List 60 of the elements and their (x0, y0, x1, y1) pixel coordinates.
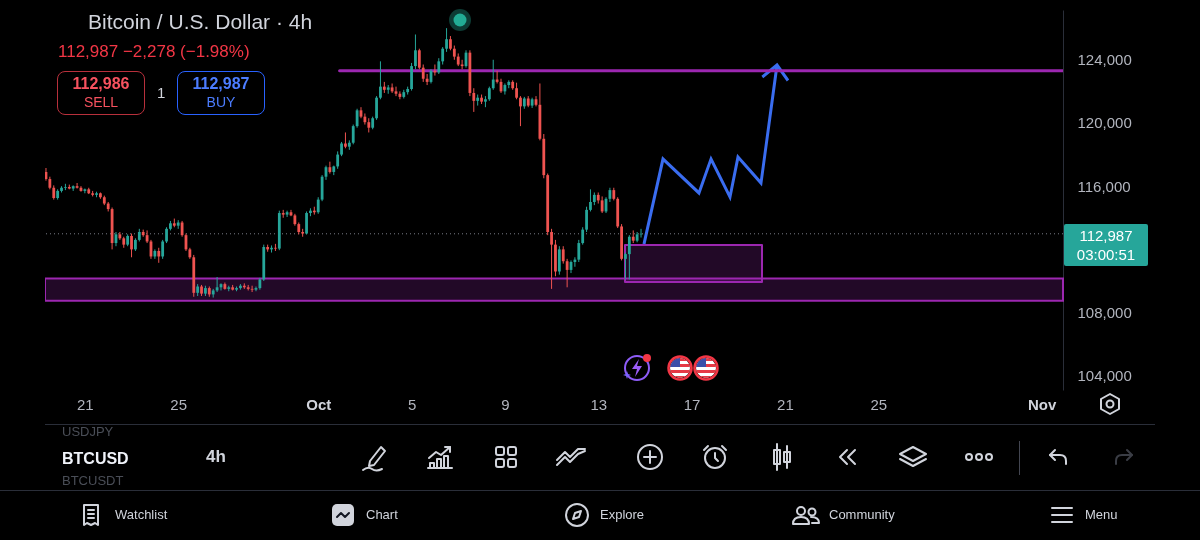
text: BTCUSD (62, 449, 129, 469)
x-tick-label: Oct (306, 395, 332, 413)
text: 4h (206, 446, 226, 468)
chart-title: Bitcoin / U.S. Dollar · 4h (88, 9, 313, 35)
candlestick (410, 62, 413, 92)
candlestick (161, 239, 165, 260)
candlestick (445, 27, 448, 53)
annotation: 1 (157, 84, 166, 102)
x-tick-label: 21 (77, 395, 94, 413)
candlestick (118, 231, 122, 241)
candlestick (624, 252, 627, 280)
candlestick (557, 245, 561, 276)
ref-line-label: 112,987 03:00:51 (1064, 223, 1148, 266)
candlestick (130, 233, 133, 258)
x-tick-label: 9 (501, 395, 510, 413)
x-tick-label: 17 (683, 395, 701, 413)
x-tick-label: Nov (1027, 395, 1057, 413)
candlestick (491, 59, 495, 91)
text: Watchlist (115, 507, 168, 523)
candlestick (75, 182, 79, 190)
text: Chart (366, 507, 398, 523)
y-tick-label: 116,000 (1077, 177, 1131, 195)
candlestick (375, 95, 378, 121)
x-tick-label: 13 (590, 395, 608, 413)
candlestick (503, 82, 507, 96)
text: Community (829, 507, 895, 523)
candlestick (414, 33, 417, 70)
x-tick-label: 5 (407, 395, 417, 413)
text: USDJPY (62, 424, 114, 440)
candlestick (379, 60, 382, 100)
text: Menu (1085, 507, 1118, 523)
annotation: SELL (82, 93, 120, 111)
y-tick-label: 124,000 (1077, 51, 1132, 69)
y-tick-label: 104,000 (1077, 367, 1132, 385)
text: 112,987 −2,278 (−1.98%) (58, 41, 250, 63)
candlestick (153, 248, 157, 260)
x-tick-label: 25 (170, 395, 188, 413)
x-tick-label: 21 (777, 395, 794, 413)
candlestick (285, 210, 289, 218)
candlestick (577, 239, 581, 263)
candlestick (589, 188, 592, 212)
buy-button: 112,987 BUY (177, 71, 265, 115)
candlestick (390, 82, 394, 94)
candlestick (627, 234, 631, 280)
candlestick (585, 206, 588, 233)
annotation: 112,986 (71, 74, 131, 93)
candlestick (550, 228, 553, 290)
text: BTCUSDT (62, 473, 124, 489)
candlestick (417, 48, 421, 70)
candlestick (398, 90, 402, 100)
sell-button: 112,986 SELL (57, 71, 145, 115)
x-tick-label: 25 (870, 395, 888, 413)
candlestick (328, 161, 332, 175)
candlestick (519, 95, 522, 127)
annotation: BUY (205, 93, 237, 111)
y-tick-label: 120,000 (1077, 114, 1132, 132)
text: Explore (600, 507, 645, 523)
candlestick (250, 285, 254, 293)
y-tick-label: 108,000 (1077, 304, 1132, 322)
annotation: 112,987 (191, 74, 251, 93)
